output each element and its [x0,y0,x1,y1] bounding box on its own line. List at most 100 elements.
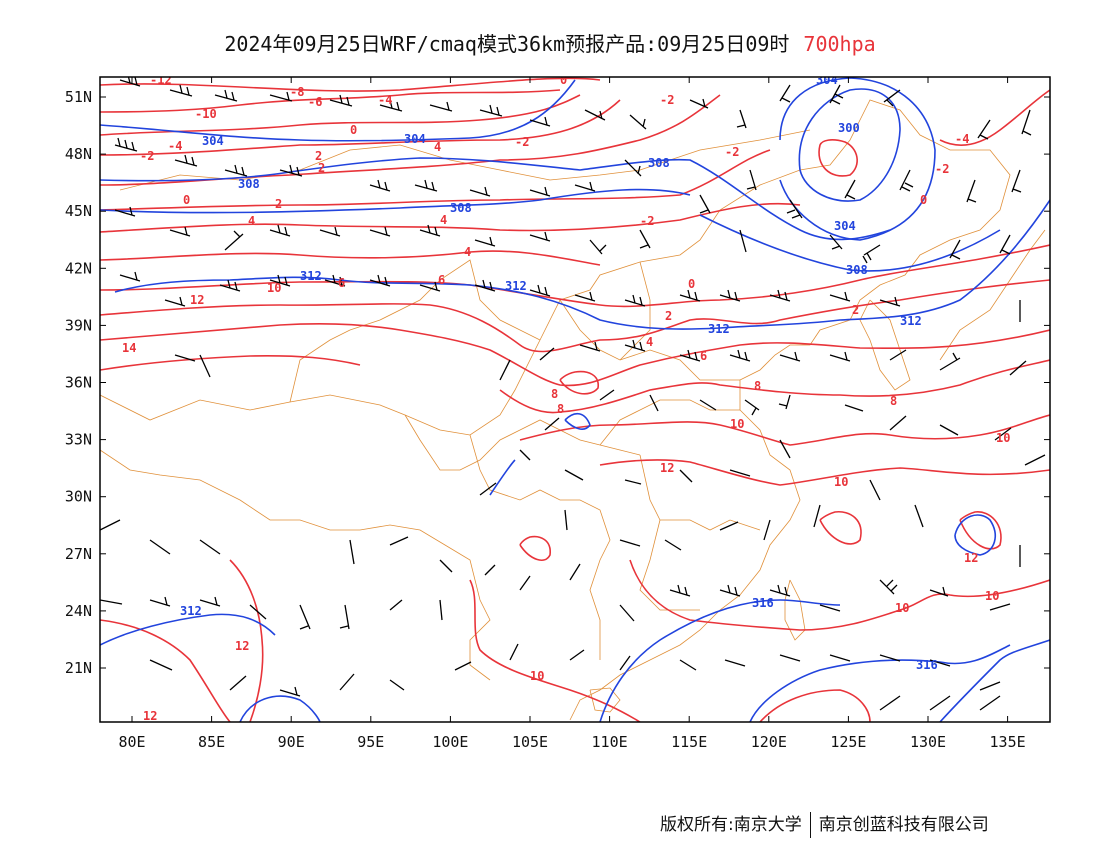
wind-barb [779,439,791,459]
wind-barb [719,584,741,597]
wind-barb [319,226,341,237]
temp-label: 12 [190,293,204,307]
height-label: 312 [300,269,322,283]
wind-barb [539,347,555,361]
wind-barb [329,94,353,107]
wind-barb [929,586,949,597]
temp-label: 2 [665,309,672,323]
wind-barb [699,399,717,411]
wind-barb [844,179,856,200]
boundary-lines [100,99,1046,721]
temp-label: 12 [235,639,249,653]
temp-label: 10 [985,589,999,603]
wind-barb [324,274,346,287]
wind-barb [879,296,901,307]
temp-label: 10 [895,601,909,615]
wind-barb [829,234,843,250]
temp-label: 8 [754,379,761,393]
isotherm [100,355,361,371]
wind-barb [379,99,403,112]
wind-barb [579,341,601,352]
y-tick-label: 30N [65,488,92,506]
isotherm [599,459,1050,486]
copyright-left: 版权所有:南京大学 [660,815,802,835]
isotherm [100,89,561,113]
tibet-border [100,449,491,681]
temp-label: -2 [935,162,949,176]
wind-barb [779,84,791,103]
wind-barb [584,109,606,121]
wind-barb [439,559,453,573]
y-tick-label: 36N [65,374,92,392]
height-contour [779,77,936,241]
chart-title: 2024年09月25日WRF/cmaq模式36km预报产品:09月25日09时 7… [0,28,1100,57]
x-tick-label: 125E [830,733,866,751]
temp-label: -2 [640,214,654,228]
china-border [100,99,1011,721]
temp-label: 4 [646,335,653,349]
wind-barb [389,536,409,546]
isotherm [100,619,231,722]
temp-label: 10 [267,281,281,295]
wind-barb [739,229,747,253]
wind-barb [619,539,641,547]
mongolia-border [119,129,811,191]
wind-barb [869,479,881,501]
wind-barb [1009,360,1027,376]
height-contour [114,199,1050,330]
height-contour [749,644,1011,722]
height-contour [489,459,516,496]
wind-barb [619,604,635,622]
height-contour [798,88,901,202]
temp-label: 2 [315,149,322,163]
wind-barb [844,404,864,412]
wind-barb [574,291,596,302]
wind-barb [544,417,560,431]
wind-barb [529,231,551,242]
isotherm [499,359,1050,414]
inner-boundary-8 [619,261,651,361]
isotherm [959,511,1002,550]
wind-barb [100,599,123,605]
wind-barb [719,289,741,302]
wind-barb [119,77,141,87]
wind-barb [269,274,291,287]
wind-barb [724,659,746,667]
isotherm [100,149,771,211]
wind-barb [813,504,821,528]
temp-label: 10 [996,431,1010,445]
y-tick-label: 21N [65,659,92,677]
temp-label: 0 [688,277,695,291]
title-main: 2024年09月25日WRF/cmaq模式36km预报产品:09月25日09时 [224,32,790,56]
isotherm [559,370,599,395]
wind-barb [744,399,760,416]
temp-label: 8 [890,394,897,408]
isotherm [759,689,871,722]
wind-barb [119,271,141,282]
wind-barb [729,469,751,477]
wind-barb [1024,454,1046,466]
temp-label: 0 [350,123,357,137]
wind-barb [664,539,682,551]
wind-barb [339,604,350,630]
wind-barb [169,84,193,97]
height-labels: 304 304 308 308 308 312 312 312 312 304 … [180,77,938,672]
wind-barb [199,596,221,607]
height-label: 308 [846,263,868,277]
temp-label: 4 [464,245,471,259]
isotherm [939,89,1050,146]
wind-barb [679,289,701,302]
wind-barb [889,415,907,431]
wind-barb [939,424,959,436]
wind-barb [819,604,841,612]
wind-barb [564,509,568,531]
wind-barb [519,449,531,461]
temp-label: 0 [183,193,190,207]
wind-barb [569,649,585,661]
wind-barb [114,206,136,217]
wind-barb [269,91,293,102]
wind-barb [589,239,607,255]
inner-boundary-2 [404,414,641,471]
x-tick-label: 80E [118,733,145,751]
height-contour [954,514,996,556]
